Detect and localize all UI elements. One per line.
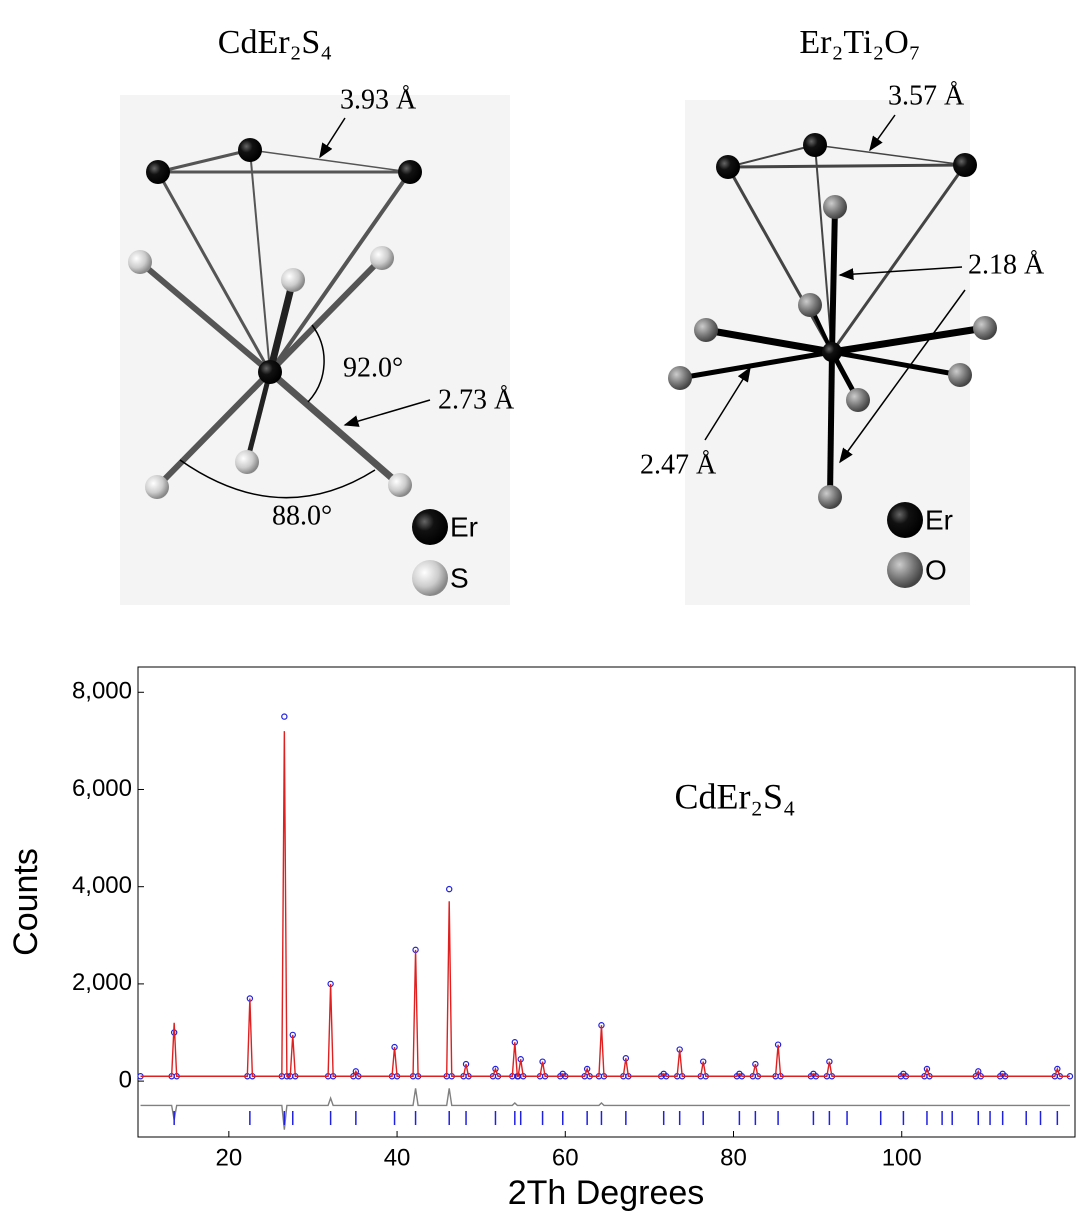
legend-label: O <box>925 554 947 585</box>
angle-label: 88.0° <box>272 500 332 531</box>
diagram-title: Er₂Ti₂O₇ <box>799 24 920 61</box>
observed-point <box>492 1065 499 1073</box>
chart-annotation: CdEr₂S₄ <box>674 776 795 816</box>
annotations <box>704 114 966 464</box>
distance-label: 3.57 Å <box>888 80 965 111</box>
annotations <box>179 117 431 499</box>
y-axis-label: Counts <box>7 848 45 956</box>
legend-label: S <box>450 562 469 593</box>
diagram-title: CdEr₂S₄ <box>218 24 332 61</box>
x-tick-label: 40 <box>384 1144 411 1171</box>
y-tick-label: 6,000 <box>72 775 132 802</box>
legend-swatch <box>412 560 448 596</box>
x-tick-label: 20 <box>215 1144 242 1171</box>
distance-label: 2.73 Å <box>438 384 515 415</box>
observed-point <box>446 885 453 893</box>
observed-point <box>1054 1065 1061 1073</box>
structure-cder2s4: CdEr₂S₄ 3.93 Å 92.0° 2.73 Å 88.0° Er S <box>120 24 515 605</box>
atoms <box>128 138 422 499</box>
observed-point <box>352 1068 360 1075</box>
legend-swatch <box>412 509 448 545</box>
distance-label: 2.18 Å <box>968 249 1045 280</box>
x-axis-label: 2Th Degrees <box>508 1174 705 1212</box>
observed-point <box>583 1065 591 1073</box>
profile-line <box>140 731 1070 1077</box>
y-tick-label: 8,000 <box>72 678 132 705</box>
plot-frame <box>137 666 1076 1138</box>
distance-label: 3.93 Å <box>340 84 417 115</box>
y-tick-label: 2,000 <box>72 969 132 996</box>
y-tick-label: 4,000 <box>72 872 132 899</box>
legend-swatch <box>887 502 923 538</box>
atoms <box>668 133 997 509</box>
legend-swatch <box>887 552 923 588</box>
x-tick-label: 60 <box>552 1144 579 1171</box>
x-tick-label: 100 <box>882 1144 922 1171</box>
profile-line <box>140 1088 1070 1130</box>
xrd-chart: CdEr₂S₄ 2Th Degrees Counts 0 2,000 4,000 6,… <box>7 666 1076 1212</box>
observed-point <box>923 1065 931 1073</box>
observed-point <box>281 713 288 720</box>
bonds <box>138 148 412 490</box>
x-tick-label: 80 <box>720 1144 747 1171</box>
observed-point <box>975 1068 982 1075</box>
y-tick-label: 0 <box>119 1066 132 1093</box>
legend-label: Er <box>450 511 478 542</box>
legend-label: Er <box>925 504 953 535</box>
structure-er2ti2o7: Er₂Ti₂O₇ 3.57 Å 2.18 Å 2.47 Å Er O <box>640 24 1045 605</box>
angle-label: 92.0° <box>343 352 403 383</box>
distance-label: 2.47 Å <box>640 449 717 480</box>
